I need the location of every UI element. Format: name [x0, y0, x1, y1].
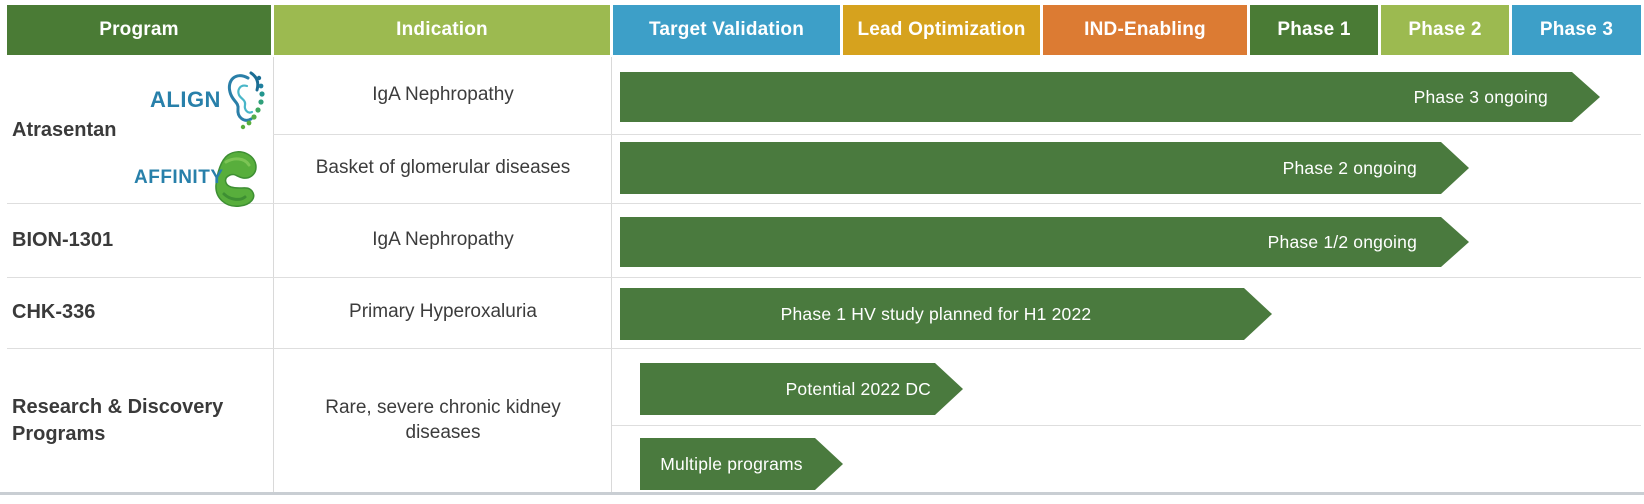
program-name-atrasentan: Atrasentan [12, 57, 116, 203]
pipeline-bar-potential-dc: Potential 2022 DC [640, 363, 963, 415]
pipeline-bar-atrasentan-align: Phase 3 ongoing [620, 72, 1600, 122]
indication-cell: Basket of glomerular diseases [275, 134, 611, 203]
indication-label: Basket of glomerular diseases [315, 157, 571, 179]
trial-logo-affinity: AFFINITY [134, 148, 260, 208]
divider [273, 134, 1641, 135]
bar-label: Phase 1/2 ongoing [1267, 231, 1417, 252]
kidney-icon [227, 71, 265, 130]
indication-cell: Rare, severe chronic kidney diseases [296, 348, 590, 493]
indication-label: IgA Nephropathy [372, 84, 514, 106]
header-cell-ind-enabling: IND-Enabling [1043, 5, 1247, 55]
header-label: Indication [396, 19, 488, 40]
bar-label: Phase 2 ongoing [1282, 157, 1417, 178]
indication-cell: IgA Nephropathy [275, 57, 611, 134]
header-label: Phase 2 [1408, 19, 1482, 40]
header-label: Lead Optimization [857, 19, 1026, 40]
header-cell-program: Program [7, 5, 271, 55]
program-label: Research & Discovery Programs [12, 395, 224, 445]
bar-label: Phase 1 HV study planned for H1 2022 [780, 303, 1092, 324]
header-cell-target-validation: Target Validation [613, 5, 840, 55]
divider [611, 57, 612, 493]
pipeline-bar-atrasentan-affinity: Phase 2 ongoing [620, 142, 1469, 194]
program-label: CHK-336 [12, 301, 96, 323]
indication-label: IgA Nephropathy [372, 228, 514, 250]
trial-logo-align: ALIGN [150, 68, 265, 132]
divider [7, 348, 1641, 349]
bar-label: Phase 3 ongoing [1413, 86, 1548, 107]
divider [7, 277, 1641, 278]
header-cell-phase-1: Phase 1 [1250, 5, 1378, 55]
pipeline-bar-chk-336: Phase 1 HV study planned for H1 2022 [620, 288, 1272, 340]
divider [273, 57, 274, 493]
bean-icon [214, 151, 257, 207]
bottom-rule [0, 492, 1644, 495]
bar-label: Multiple programs [660, 453, 803, 474]
bar-label: Potential 2022 DC [785, 378, 931, 399]
indication-label: Primary Hyperoxaluria [349, 301, 537, 323]
affinity-logo-text: AFFINITY [134, 167, 224, 188]
align-logo-text: ALIGN [150, 87, 221, 112]
divider [612, 425, 1641, 426]
indication-label: Rare, severe chronic kidney diseases [325, 396, 561, 443]
header-cell-phase-3: Phase 3 [1512, 5, 1641, 55]
program-name-bion-1301: BION-1301 [12, 203, 113, 277]
header-label: Program [99, 19, 179, 40]
program-label: BION-1301 [12, 228, 114, 251]
divider [7, 203, 1641, 204]
header-label: IND-Enabling [1084, 19, 1206, 40]
program-name-chk-336: CHK-336 [12, 277, 95, 348]
header-cell-phase-2: Phase 2 [1381, 5, 1509, 55]
program-label: Atrasentan [12, 118, 117, 141]
header-label: Phase 1 [1277, 19, 1351, 40]
pipeline-bar-multiple-programs: Multiple programs [640, 438, 843, 490]
header-cell-lead-optimization: Lead Optimization [843, 5, 1040, 55]
indication-cell: Primary Hyperoxaluria [275, 277, 611, 348]
program-name-research-discovery: Research & Discovery Programs [12, 348, 247, 493]
header-label: Target Validation [648, 19, 805, 40]
header-label: Phase 3 [1539, 19, 1614, 40]
header-cell-indication: Indication [274, 5, 610, 55]
indication-cell: IgA Nephropathy [275, 203, 611, 277]
pipeline-bar-bion-1301: Phase 1/2 ongoing [620, 217, 1469, 267]
